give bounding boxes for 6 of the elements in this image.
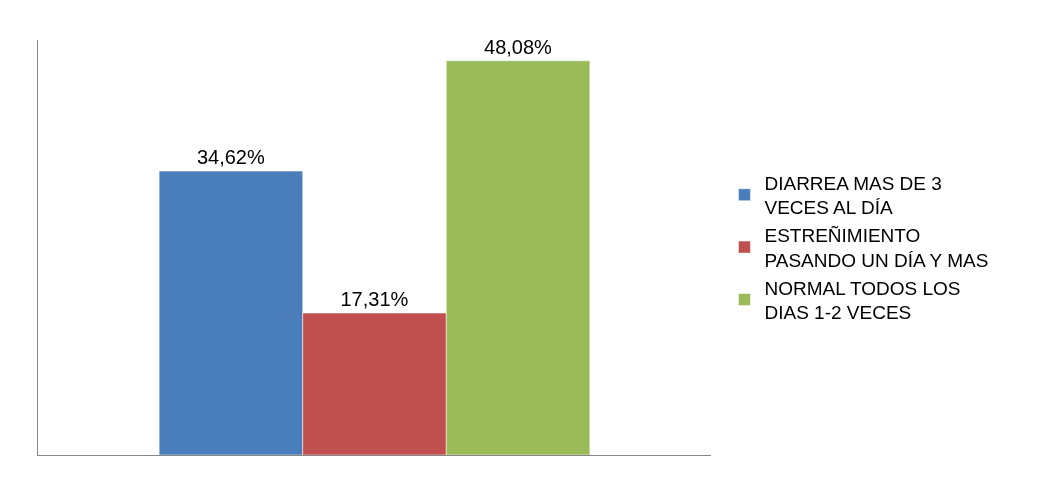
- legend-label: NORMAL TODOS LOS DIAS 1-2 VECES: [764, 277, 961, 324]
- legend-label: DIARREA MAS DE 3 VECES AL DÍA: [764, 172, 942, 219]
- data-label: 34,62%: [196, 146, 265, 169]
- legend-label: ESTREÑIMIENTO PASANDO UN DÍA Y MAS: [764, 225, 989, 271]
- data-label: 17,31%: [340, 288, 409, 311]
- data-label: 48,08%: [484, 35, 553, 58]
